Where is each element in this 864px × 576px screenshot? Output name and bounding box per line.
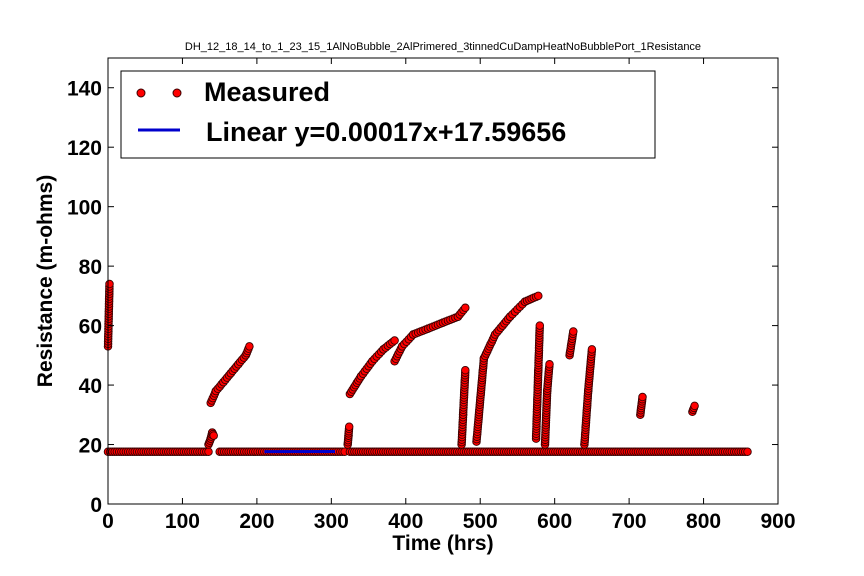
x-tick-label: 900 (760, 510, 795, 533)
legend-label-measured: Measured (204, 77, 330, 107)
data-point (743, 447, 752, 456)
x-tick-label: 100 (165, 510, 200, 533)
data-point (344, 422, 354, 431)
data-point (204, 447, 213, 456)
data-point (545, 360, 554, 369)
y-tick-label: 60 (79, 316, 102, 339)
chart-title: DH_12_18_14_to_1_23_15_1AlNoBubble_2AlPr… (185, 41, 701, 53)
x-axis-label: Time (hrs) (392, 532, 493, 555)
y-axis-label: Resistance (m-ohms) (34, 175, 57, 387)
x-tick-label: 700 (612, 510, 647, 533)
data-point (245, 342, 254, 351)
y-tick-label: 20 (79, 435, 102, 458)
data-point (209, 431, 218, 440)
legend-box (120, 70, 656, 159)
y-tick-label: 80 (79, 256, 102, 279)
data-point (105, 279, 114, 289)
x-tick-label: 500 (463, 510, 498, 533)
y-tick-label: 120 (67, 137, 102, 160)
data-point (569, 327, 578, 336)
data-point (690, 401, 699, 411)
y-tick-label: 100 (67, 197, 102, 220)
data-point (461, 365, 470, 375)
plot-frame (107, 57, 779, 505)
axis-ticks: 0 100 200 300 400 500 600 700 800 900 0 20 40 60 80 100… (67, 58, 796, 533)
y-tick-label: 0 (90, 494, 102, 517)
x-tick-label: 300 (314, 510, 349, 533)
x-tick-label: 800 (686, 510, 721, 533)
legend-marker-measured-2 (172, 88, 182, 98)
y-tick-label: 40 (79, 375, 102, 398)
x-tick-label: 200 (239, 510, 274, 533)
data-point (534, 291, 543, 301)
data-point (535, 321, 545, 330)
plot-area (103, 279, 752, 456)
data-point (461, 303, 470, 313)
legend-label-fit: Linear y=0.00017x+17.59656 (206, 117, 566, 147)
x-tick-label: 0 (102, 510, 114, 533)
y-tick-label: 140 (67, 78, 102, 101)
data-point (638, 392, 647, 402)
legend: Measured Linear y=0.00017x+17.59656 (120, 70, 656, 159)
x-tick-label: 600 (537, 510, 572, 533)
data-point (587, 345, 597, 354)
x-tick-label: 400 (388, 510, 423, 533)
legend-marker-measured-1 (136, 88, 146, 98)
data-point (390, 336, 399, 345)
